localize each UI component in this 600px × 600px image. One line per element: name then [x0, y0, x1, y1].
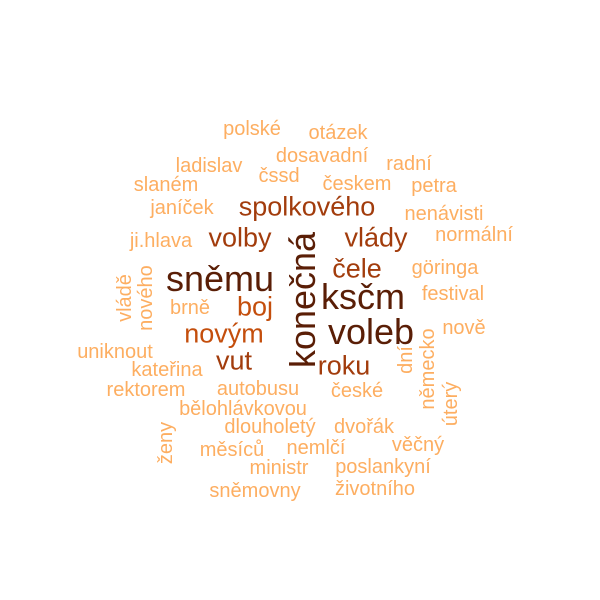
word-2: ladislav	[175, 155, 243, 177]
word-46: ministr	[249, 457, 309, 479]
word-29: uniknout	[77, 341, 153, 363]
word-16: normální	[435, 224, 513, 246]
word-38: úterý	[440, 381, 462, 427]
word-4: radní	[386, 153, 432, 175]
word-34: kateřina	[131, 359, 203, 381]
word-0: polské	[223, 118, 281, 140]
word-31: roku	[317, 350, 371, 381]
word-33: německo	[417, 328, 439, 410]
word-15: vlády	[344, 222, 408, 253]
word-40: ženy	[155, 421, 177, 465]
word-45: nemlčí	[286, 437, 346, 459]
word-8: petra	[411, 175, 457, 197]
word-47: poslankyní	[335, 456, 431, 478]
word-13: volby	[208, 222, 272, 253]
word-18: čele	[332, 253, 382, 284]
word-19: göringa	[411, 257, 479, 279]
word-28: novým	[184, 318, 264, 349]
word-17: sněmu	[165, 258, 275, 299]
word-6: čssd	[258, 165, 300, 187]
word-48: sněmovny	[209, 480, 301, 502]
word-30: vut	[215, 345, 253, 376]
word-22: ksčm	[321, 276, 405, 317]
word-41: dlouholetý	[224, 416, 316, 438]
word-7: českem	[322, 173, 392, 195]
word-44: měsíců	[199, 439, 265, 461]
word-20: vládě	[114, 274, 136, 322]
word-35: rektorem	[106, 379, 186, 401]
word-12: ji.hlava	[129, 230, 193, 252]
word-32: dní	[395, 346, 417, 374]
word-21: nového	[135, 265, 157, 331]
word-25: boj	[236, 291, 274, 322]
word-36: autobusu	[216, 378, 300, 400]
word-10: spolkového	[238, 191, 376, 222]
word-9: janíček	[150, 197, 214, 219]
word-5: slaném	[133, 174, 199, 196]
word-27: nově	[442, 317, 486, 339]
word-42: dvořák	[333, 416, 395, 438]
word-39: bělohlávkovou	[179, 398, 307, 420]
word-49: životního	[334, 478, 416, 500]
word-37: české	[330, 380, 384, 402]
word-1: otázek	[308, 122, 368, 144]
word-3: dosavadní	[275, 145, 369, 167]
word-14: konečná	[282, 231, 323, 369]
word-24: brně	[169, 297, 211, 319]
word-11: nenávisti	[404, 203, 484, 225]
word-26: voleb	[327, 311, 415, 352]
word-23: festival	[421, 283, 485, 305]
word-43: věčný	[391, 434, 445, 456]
